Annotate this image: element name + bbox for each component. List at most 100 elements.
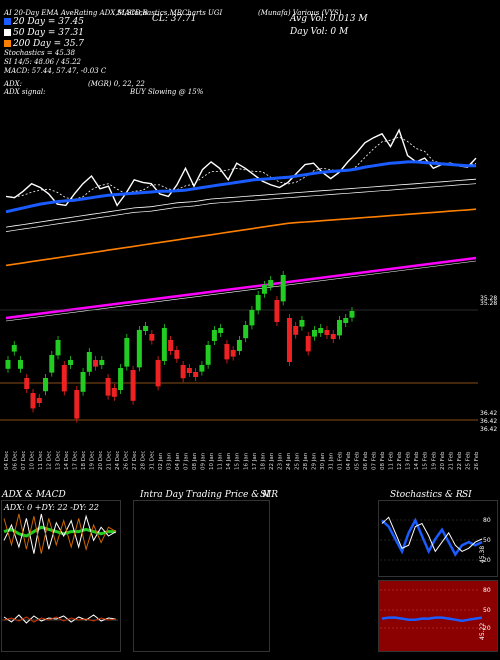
date-label: 04 Feb: [346, 451, 352, 470]
avg-volume: Avg Vol: 0.013 M: [290, 14, 368, 24]
date-label: 24 Dec: [115, 451, 121, 470]
date-label: 08 Feb: [380, 451, 386, 470]
symbol-info: (Munafa) Various (VYS): [258, 9, 342, 17]
date-label: 06 Dec: [13, 451, 19, 470]
candle-body: [193, 372, 199, 377]
price-axis-label: 35.28: [480, 295, 497, 302]
candle-body: [74, 390, 80, 419]
candle-body: [199, 365, 205, 372]
candle-body: [261, 285, 267, 294]
adx-values: ADX: 0 +DY: 22 -DY: 22: [4, 503, 99, 512]
intra-panel-title: Intra Day Trading Price & MR: [140, 490, 279, 500]
candle-body: [286, 318, 292, 362]
date-label: 17 Dec: [72, 451, 78, 470]
candle-body: [168, 340, 174, 351]
candle-body: [293, 326, 299, 335]
date-label: 20 Dec: [98, 451, 104, 470]
candle-body: [99, 360, 105, 365]
macd-signal-line: [3, 616, 117, 623]
date-label: 31 Dec: [149, 451, 155, 470]
candle-body: [336, 320, 342, 336]
stoch-value-label: 45.38: [479, 546, 486, 563]
candle-body: [180, 365, 186, 379]
si-line: [381, 616, 483, 623]
price-axis-label: 36.42: [480, 418, 497, 425]
date-label: 21 Dec: [107, 451, 113, 470]
date-label: 26 Dec: [124, 451, 130, 470]
candle-body: [274, 300, 280, 322]
date-label: 16 Jan: [243, 452, 249, 470]
si-readout: SI 14/5: 48.06 / 45.22: [4, 58, 81, 66]
candle-body: [343, 318, 349, 323]
date-label: 01 Feb: [337, 451, 343, 470]
series-line-price: [5, 128, 477, 207]
candle-body: [30, 393, 36, 409]
candle-body: [143, 326, 149, 331]
candle-body: [280, 275, 286, 302]
date-label: 30 Jan: [320, 452, 326, 470]
candle-body: [155, 360, 161, 387]
candle-body: [305, 336, 311, 352]
candle-body: [299, 320, 305, 327]
date-label: 18 Jan: [260, 452, 266, 470]
date-label: 27 Dec: [132, 451, 138, 470]
date-label: 31 Jan: [329, 452, 335, 470]
ema50-label: 50 Day = 37.31: [13, 27, 85, 38]
ema200-label: 200 Day = 35.7: [13, 38, 85, 49]
price-axis-label: 36.42: [480, 410, 497, 417]
date-label: 12 Dec: [47, 451, 53, 470]
series-line-50-day: [5, 178, 477, 228]
candle-body: [268, 280, 274, 287]
si-panel: [378, 580, 498, 652]
candle-body: [205, 345, 211, 365]
stoch-line-r: [381, 516, 483, 553]
date-label: 17 Jan: [252, 452, 258, 470]
series-line-20-day: [5, 160, 476, 214]
si-tick-label: 80: [483, 587, 491, 594]
price-axis-label: 36.42: [480, 426, 497, 433]
candle-body: [236, 340, 242, 351]
price-axis-label: 35.28: [480, 300, 497, 307]
stoch-panel-title: Stochastics & R: [390, 490, 463, 500]
date-label: 19 Feb: [431, 451, 437, 470]
date-label: 06 Feb: [363, 451, 369, 470]
adx-panel-title: ADX & MACD: [2, 490, 66, 500]
date-label: 23 Jan: [277, 452, 283, 470]
legend-ema20: 20 Day = 37.45: [4, 16, 106, 27]
date-label: 28 Jan: [303, 452, 309, 470]
candle-body: [249, 310, 255, 326]
ema50-swatch: [4, 29, 11, 36]
close-price: CL: 37.71: [152, 14, 197, 24]
si-tick-label: 50: [483, 607, 491, 614]
candle-body: [174, 350, 180, 359]
date-label: 11 Dec: [38, 451, 44, 470]
date-label: 11 Feb: [389, 451, 395, 470]
date-label: 26 Feb: [474, 451, 480, 470]
candle-body: [224, 344, 230, 360]
candle-body: [49, 355, 55, 373]
date-label: 13 Dec: [55, 451, 61, 470]
stoch-tick-label: 50: [483, 537, 491, 544]
stoch-line-stochastics: [381, 517, 483, 557]
date-label: 14 Feb: [414, 451, 420, 470]
si-value-label: 45.22: [479, 623, 486, 640]
legend: 20 Day = 37.45 50 Day = 37.31 200 Day = …: [4, 16, 106, 76]
candle-body: [86, 352, 92, 372]
adx-line--di: [3, 513, 117, 554]
candle-body: [136, 330, 142, 368]
candle-body: [311, 330, 317, 337]
candle-body: [318, 328, 324, 333]
macd-readout: MACD: 57.44, 57.47, -0.03 C: [4, 67, 107, 75]
date-label: 24 Jan: [286, 452, 292, 470]
long-ema-band-line: [5, 260, 477, 322]
candle-body: [80, 372, 86, 392]
date-label: 13 Feb: [406, 451, 412, 470]
ema200-swatch: [4, 40, 11, 47]
date-label: 10 Jan: [209, 452, 215, 470]
date-label: 21 Feb: [448, 451, 454, 470]
header-mid-a: SI,Stochastics,MR: [117, 9, 183, 17]
candle-body: [255, 295, 261, 311]
date-label: 11 Jan: [218, 452, 224, 470]
header-mid-b: Charts UGI: [182, 9, 223, 17]
